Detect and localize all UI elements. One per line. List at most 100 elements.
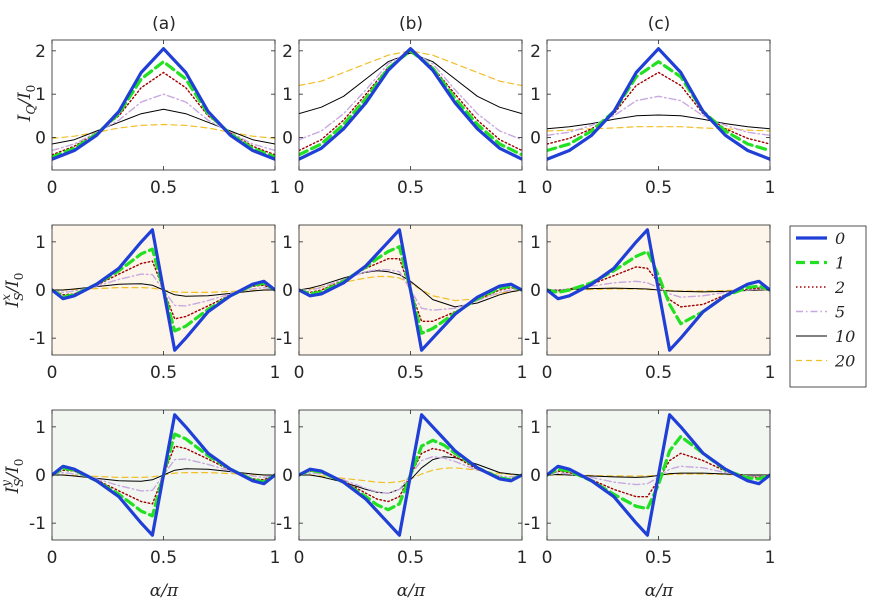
series-line-0	[547, 413, 770, 537]
series-line-10	[547, 114, 770, 130]
panel-title-b: (b)	[399, 14, 423, 34]
x-tick-label: 0.5	[645, 178, 672, 198]
series-line-0	[547, 47, 770, 161]
series-line-5	[547, 95, 770, 136]
x-axis-labels: α/π α/π α/π	[150, 581, 674, 601]
y-tick-label: 0	[35, 129, 46, 149]
x-tick-label: 0.5	[150, 178, 177, 198]
legend-label-5: 5	[835, 303, 845, 322]
series-lines	[299, 228, 522, 352]
panel-a-row1: 0 0.5 1 0 1 2	[35, 39, 281, 198]
series-lines	[547, 47, 770, 161]
x-axis-label-c: α/π	[645, 581, 674, 601]
x-tick-label: 0	[47, 178, 58, 198]
series-line-1	[547, 249, 770, 326]
legend-label-10: 10	[835, 327, 855, 346]
series-lines	[52, 413, 275, 537]
row-labels: IQ/I0 IxS/I0 IyS/I0	[0, 85, 38, 495]
x-tick-label: 0	[294, 548, 305, 568]
y-tick-label: 1	[35, 418, 46, 438]
y-tick-label: 0	[282, 129, 293, 149]
x-tick-label: 0.5	[645, 548, 672, 568]
panel-b-row2: 0 0.5 1-101	[276, 224, 527, 383]
y-tick-label: -1	[29, 329, 46, 349]
series-line-0	[547, 228, 770, 352]
x-tick-label: 0.5	[150, 548, 177, 568]
y-tick-label: 0	[530, 129, 541, 149]
row-label-spin-y: IyS/I0	[0, 459, 26, 495]
panel-a-row3: 0 0.5 1-101	[29, 409, 280, 568]
x-tick-label: 0.5	[645, 363, 672, 383]
x-tick-label: 0	[542, 178, 553, 198]
panel-title-c: (c)	[648, 14, 671, 34]
y-tick-label: 0	[530, 466, 541, 486]
series-lines	[547, 413, 770, 537]
series-line-0	[299, 47, 522, 161]
row-label-spin-x: IxS/I0	[0, 273, 26, 309]
y-tick-label: 0	[35, 281, 46, 301]
series-line-20	[299, 50, 522, 87]
panel-c-row3: 0 0.5 1-101	[524, 409, 776, 568]
legend-label-0: 0	[835, 229, 845, 248]
x-tick-label: 0	[294, 363, 305, 383]
series-line-1	[547, 60, 770, 153]
y-tick-label: 0	[282, 466, 293, 486]
y-tick-label: -1	[29, 514, 46, 534]
series-line-0	[52, 228, 275, 352]
x-tick-label: 1	[765, 178, 776, 198]
y-tick-label: 1	[282, 418, 293, 438]
series-lines	[547, 228, 770, 352]
series-line-0	[299, 413, 522, 537]
panel-c-row1: 0 0.5 1 0 1 2	[530, 39, 776, 198]
x-tick-label: 0.5	[397, 548, 424, 568]
panel-b-row1: 0 0.5 1 0 1 2	[282, 39, 527, 198]
x-tick-label: 0	[294, 178, 305, 198]
plot-area	[547, 40, 770, 170]
legend-label-1: 1	[835, 254, 845, 273]
series-line-0	[299, 228, 522, 352]
y-tick-label: 2	[530, 42, 541, 62]
series-lines	[52, 228, 275, 352]
legend: 0 1 2 5 10 20	[789, 225, 867, 388]
plot-area	[52, 40, 275, 170]
x-axis-label-a: α/π	[150, 581, 179, 601]
panel-a-row2: 0 0.5 1-101	[29, 224, 281, 383]
y-tick-label: 1	[282, 233, 293, 253]
y-tick-label: -1	[524, 514, 541, 534]
row-label-intensity-q: IQ/I0	[15, 85, 38, 123]
y-tick-label: 2	[35, 42, 46, 62]
x-tick-label: 0.5	[397, 178, 424, 198]
legend-box	[789, 225, 867, 388]
panel-title-a: (a)	[152, 14, 176, 34]
y-tick-label: 0	[35, 466, 46, 486]
series-line-20	[52, 123, 275, 139]
legend-label-20: 20	[834, 352, 855, 371]
series-line-5	[52, 93, 275, 152]
y-tick-label: 0	[530, 281, 541, 301]
column-titles: (a) (b) (c)	[152, 14, 670, 34]
x-tick-label: 1	[517, 548, 528, 568]
y-tick-label: 0	[282, 281, 293, 301]
series-line-20	[547, 126, 770, 132]
x-tick-label: 1	[270, 178, 281, 198]
x-tick-label: 0	[542, 548, 553, 568]
y-tick-label: 1	[530, 233, 541, 253]
series-line-20	[299, 275, 522, 302]
series-line-0	[52, 47, 275, 161]
x-tick-label: 1	[270, 363, 281, 383]
y-tick-label: 1	[35, 233, 46, 253]
x-tick-label: 1	[765, 363, 776, 383]
x-tick-label: 1	[765, 548, 776, 568]
x-axis-label-b: α/π	[397, 581, 426, 601]
x-tick-label: 0	[47, 363, 58, 383]
x-tick-label: 0	[542, 363, 553, 383]
series-line-0	[52, 413, 275, 537]
plot-area	[299, 40, 522, 170]
series-lines	[299, 47, 522, 161]
series-line-2	[547, 71, 770, 145]
y-tick-label: 1	[530, 85, 541, 105]
y-tick-label: 1	[530, 418, 541, 438]
panel-c-row2: 0 0.5 1-101	[524, 224, 776, 383]
